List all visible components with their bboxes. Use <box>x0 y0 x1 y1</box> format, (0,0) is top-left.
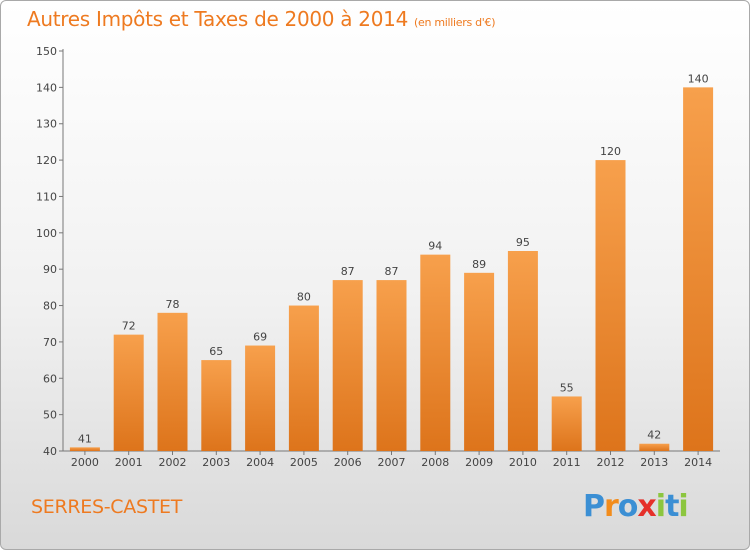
bar-2000 <box>69 447 100 451</box>
bars <box>69 87 714 451</box>
bar-2010 <box>507 251 538 451</box>
y-tick-label: 40 <box>43 445 57 458</box>
data-label-2003: 65 <box>209 345 223 358</box>
x-tick-label: 2005 <box>290 456 318 469</box>
data-label-2011: 55 <box>560 381 574 394</box>
y-tick-label: 70 <box>43 336 57 349</box>
logo-letter: r <box>604 489 619 524</box>
proxiti-logo: Proxiti <box>583 489 689 524</box>
y-tick-label: 130 <box>36 118 57 131</box>
y-tick-label: 110 <box>36 190 57 203</box>
logo-letter: t <box>665 489 679 524</box>
data-label-2006: 87 <box>341 265 355 278</box>
data-label-2009: 89 <box>472 258 486 271</box>
x-tick-label: 2004 <box>246 456 274 469</box>
x-tick-label: 2011 <box>553 456 581 469</box>
x-tick-label: 2001 <box>115 456 143 469</box>
y-tick-label: 100 <box>36 227 57 240</box>
x-tick-label: 2008 <box>421 456 449 469</box>
bar-2007 <box>376 280 407 451</box>
x-tick-label: 2003 <box>202 456 230 469</box>
bar-2005 <box>288 305 319 451</box>
chart-title: Autres Impôts et Taxes de 2000 à 2014 (en… <box>27 7 495 31</box>
bar-2014 <box>683 87 714 451</box>
data-label-2014: 140 <box>688 72 709 85</box>
commune-name: SERRES-CASTET <box>31 496 183 518</box>
data-label-2001: 72 <box>122 320 136 333</box>
x-tick-label: 2012 <box>597 456 625 469</box>
bar-2004 <box>245 345 276 451</box>
bar-2003 <box>201 360 232 451</box>
chart-unit: (en milliers d'€) <box>414 16 496 29</box>
data-label-2012: 120 <box>600 145 621 158</box>
bar-2013 <box>639 443 670 451</box>
data-label-2000: 41 <box>78 432 92 445</box>
bar-2001 <box>113 334 144 451</box>
data-label-2002: 78 <box>166 298 180 311</box>
data-label-2005: 80 <box>297 291 311 304</box>
y-tick-label: 90 <box>43 263 57 276</box>
bar-2002 <box>157 312 188 451</box>
data-label-2010: 95 <box>516 236 530 249</box>
y-tick-label: 50 <box>43 409 57 422</box>
logo-letter: o <box>617 489 639 524</box>
bar-2006 <box>332 280 363 451</box>
y-tick-label: 150 <box>36 45 57 58</box>
x-tick-label: 2010 <box>509 456 537 469</box>
bar-2011 <box>551 396 582 451</box>
x-tick-label: 2013 <box>640 456 668 469</box>
logo-letter: P <box>583 489 605 524</box>
data-label-2004: 69 <box>253 331 267 344</box>
y-tick-label: 140 <box>36 81 57 94</box>
data-label-2013: 42 <box>647 429 661 442</box>
logo-letter: i <box>655 489 666 524</box>
x-tick-label: 2007 <box>378 456 406 469</box>
x-tick-label: 2006 <box>334 456 362 469</box>
y-tick-label: 120 <box>36 154 57 167</box>
x-tick-label: 2002 <box>159 456 187 469</box>
logo-letter: i <box>678 489 688 524</box>
data-labels: 41 72 78 65 69 80 87 87 94 89 95 55 120 42 140 <box>78 72 709 445</box>
bar-2012 <box>595 160 626 451</box>
bar-2008 <box>420 254 451 451</box>
x-tick-label: 2000 <box>71 456 99 469</box>
bar-2009 <box>464 272 495 451</box>
logo-letter: x <box>637 489 656 524</box>
data-label-2008: 94 <box>428 240 442 253</box>
y-tick-label: 80 <box>43 300 57 313</box>
axes: 40 50 60 70 80 90 100 110 120 130 140 150 2000 2001 20… <box>36 45 720 469</box>
y-tick-label: 60 <box>43 372 57 385</box>
data-label-2007: 87 <box>385 265 399 278</box>
x-tick-label: 2014 <box>684 456 712 469</box>
x-tick-label: 2009 <box>465 456 493 469</box>
chart-title-text: Autres Impôts et Taxes de 2000 à 2014 <box>27 7 408 31</box>
